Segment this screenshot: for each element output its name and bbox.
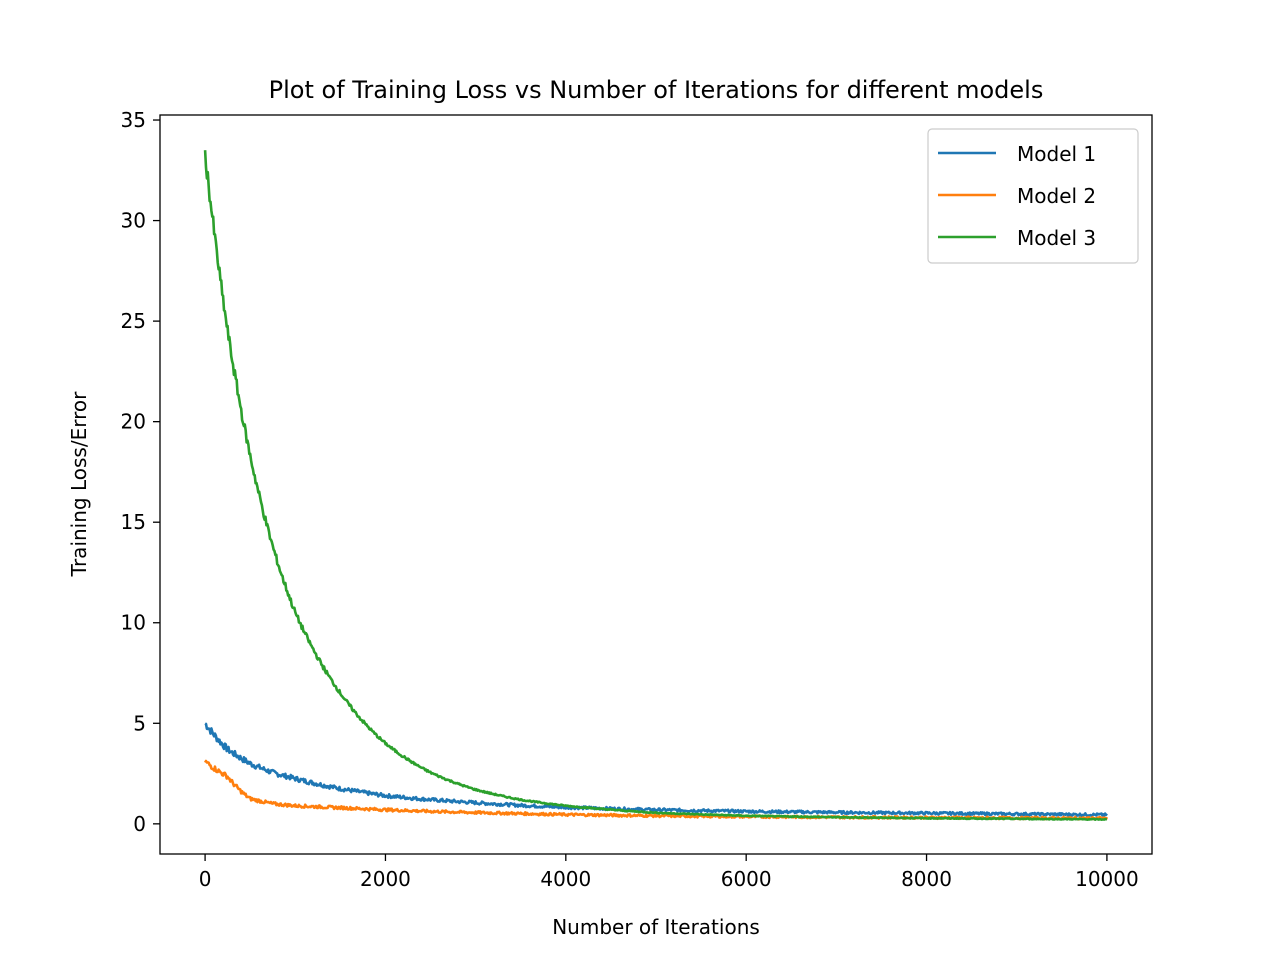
lines-layer [203, 150, 1109, 821]
chart-title: Plot of Training Loss vs Number of Itera… [269, 76, 1044, 104]
legend-label-1: Model 1 [1017, 142, 1096, 166]
y-tick-label: 0 [133, 812, 146, 836]
y-tick-label: 30 [121, 209, 146, 233]
ticks-layer: 0 2000 4000 6000 8000 10000 0 5 10 15 20 25 30 35 [121, 108, 1139, 891]
y-axis-label: Training Loss/Error [67, 391, 91, 577]
x-tick-label: 0 [199, 867, 212, 891]
y-tick-label: 35 [121, 108, 146, 132]
series-line-3 [203, 150, 1108, 821]
y-tick-label: 10 [121, 611, 146, 635]
x-tick-label: 8000 [901, 867, 952, 891]
plot-frame [159, 114, 1153, 855]
legend-label-3: Model 3 [1017, 226, 1096, 250]
series-line-1 [204, 722, 1108, 818]
series-line-2 [203, 759, 1109, 821]
y-tick-label: 15 [121, 510, 146, 534]
y-tick-label: 5 [133, 711, 146, 735]
legend: Model 1 Model 2 Model 3 [927, 128, 1139, 264]
x-tick-label: 6000 [721, 867, 772, 891]
x-axis-label: Number of Iterations [552, 915, 760, 939]
x-tick-label: 10000 [1075, 867, 1139, 891]
y-tick-label: 20 [121, 410, 146, 434]
legend-label-2: Model 2 [1017, 184, 1096, 208]
x-tick-label: 2000 [360, 867, 411, 891]
x-tick-label: 4000 [540, 867, 591, 891]
y-tick-label: 25 [121, 309, 146, 333]
legend-box [927, 128, 1139, 264]
